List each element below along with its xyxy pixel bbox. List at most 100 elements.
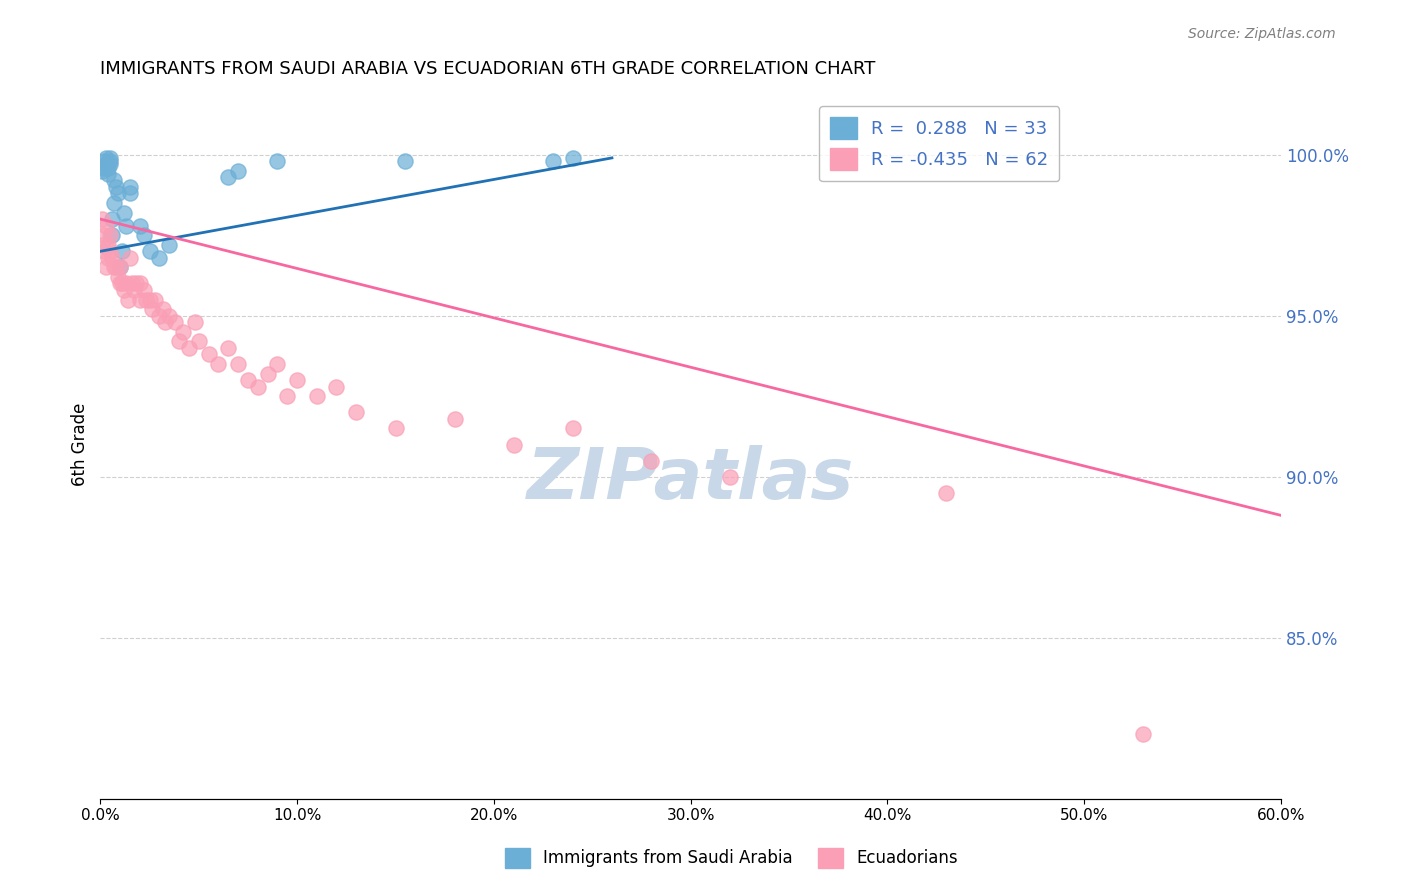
Point	[98, 244, 121, 259]
Point	[157, 309, 180, 323]
Point	[112, 283, 135, 297]
Point	[561, 421, 583, 435]
Point	[132, 228, 155, 243]
Point	[138, 293, 160, 307]
Point	[148, 251, 170, 265]
Point	[96, 151, 118, 165]
Point	[172, 325, 194, 339]
Point	[103, 260, 125, 275]
Point	[97, 161, 120, 175]
Point	[128, 293, 150, 307]
Point	[135, 293, 157, 307]
Point	[93, 244, 115, 259]
Point	[325, 379, 347, 393]
Point	[217, 341, 239, 355]
Text: ZIPatlas: ZIPatlas	[527, 445, 855, 515]
Point	[101, 228, 124, 243]
Point	[97, 237, 120, 252]
Point	[111, 244, 134, 259]
Point	[91, 237, 114, 252]
Point	[285, 373, 308, 387]
Point	[115, 219, 138, 233]
Point	[138, 244, 160, 259]
Point	[101, 212, 124, 227]
Point	[98, 154, 121, 169]
Point	[640, 453, 662, 467]
Point	[118, 180, 141, 194]
Point	[197, 347, 219, 361]
Point	[226, 163, 249, 178]
Point	[155, 315, 177, 329]
Point	[108, 260, 131, 275]
Point	[256, 367, 278, 381]
Point	[207, 357, 229, 371]
Point	[128, 277, 150, 291]
Text: IMMIGRANTS FROM SAUDI ARABIA VS ECUADORIAN 6TH GRADE CORRELATION CHART: IMMIGRANTS FROM SAUDI ARABIA VS ECUADORI…	[100, 60, 876, 78]
Point	[394, 154, 416, 169]
Point	[91, 212, 114, 227]
Point	[226, 357, 249, 371]
Point	[132, 283, 155, 297]
Point	[107, 186, 129, 201]
Point	[165, 315, 187, 329]
Point	[128, 219, 150, 233]
Point	[276, 389, 298, 403]
Point	[101, 251, 124, 265]
Point	[152, 302, 174, 317]
Point	[93, 154, 115, 169]
Point	[384, 421, 406, 435]
Point	[157, 237, 180, 252]
Point	[266, 357, 288, 371]
Point	[266, 154, 288, 169]
Point	[561, 151, 583, 165]
Point	[107, 270, 129, 285]
Point	[145, 293, 167, 307]
Point	[98, 157, 121, 171]
Point	[103, 196, 125, 211]
Point	[217, 170, 239, 185]
Point	[98, 151, 121, 165]
Point	[121, 277, 143, 291]
Point	[167, 334, 190, 349]
Point	[93, 161, 115, 175]
Point	[117, 293, 139, 307]
Point	[502, 437, 524, 451]
Point	[105, 260, 128, 275]
Point	[125, 277, 148, 291]
Point	[187, 334, 209, 349]
Point	[103, 173, 125, 187]
Point	[344, 405, 367, 419]
Point	[443, 411, 465, 425]
Point	[97, 251, 120, 265]
Legend: Immigrants from Saudi Arabia, Ecuadorians: Immigrants from Saudi Arabia, Ecuadorian…	[498, 841, 965, 875]
Point	[541, 154, 564, 169]
Y-axis label: 6th Grade: 6th Grade	[72, 403, 89, 486]
Point	[108, 260, 131, 275]
Point	[115, 277, 138, 291]
Legend: R =  0.288   N = 33, R = -0.435   N = 62: R = 0.288 N = 33, R = -0.435 N = 62	[820, 106, 1060, 181]
Point	[93, 228, 115, 243]
Point	[112, 205, 135, 219]
Point	[108, 277, 131, 291]
Point	[96, 157, 118, 171]
Point	[96, 219, 118, 233]
Point	[718, 469, 741, 483]
Point	[236, 373, 259, 387]
Point	[184, 315, 207, 329]
Point	[98, 228, 121, 243]
Point	[141, 302, 163, 317]
Point	[118, 186, 141, 201]
Point	[305, 389, 328, 403]
Point	[96, 260, 118, 275]
Point	[97, 167, 120, 181]
Point	[148, 309, 170, 323]
Point	[246, 379, 269, 393]
Point	[122, 283, 145, 297]
Point	[1132, 727, 1154, 741]
Point	[118, 251, 141, 265]
Point	[91, 163, 114, 178]
Point	[177, 341, 200, 355]
Point	[111, 277, 134, 291]
Point	[105, 180, 128, 194]
Point	[935, 485, 957, 500]
